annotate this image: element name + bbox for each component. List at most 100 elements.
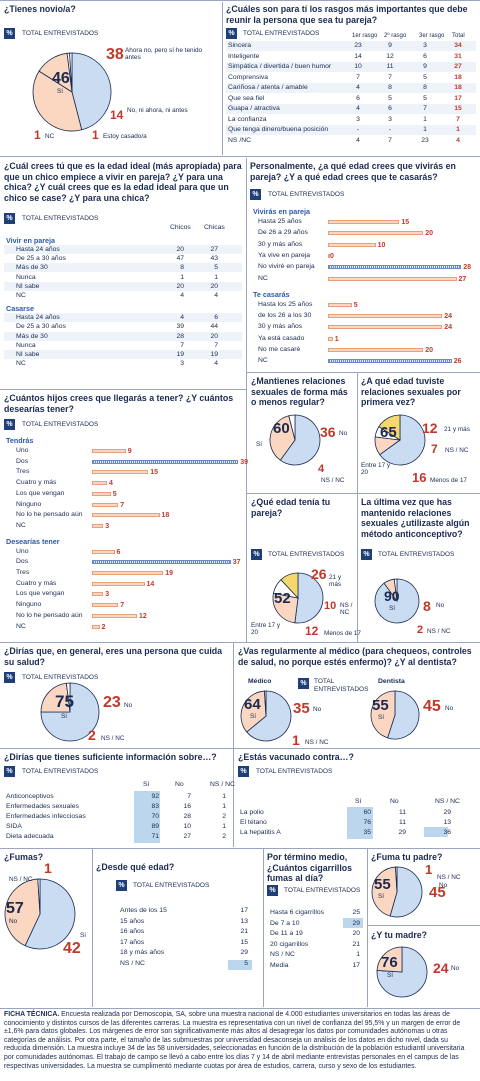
- q3-title: ¿Cuál crees tú que es la edad ideal (más…: [4, 161, 242, 203]
- q13-cell: 13: [443, 819, 451, 826]
- q3-row-bg: [4, 263, 242, 273]
- q11-dentista-pie: [370, 690, 420, 740]
- q6-title: ¿Mantienes relaciones sexuales de forma …: [251, 376, 348, 407]
- q3-row-label: De 25 a 30 años: [16, 255, 66, 263]
- q2-cell: 4: [356, 136, 360, 144]
- q5-bar: [92, 581, 145, 586]
- q2-cell: 5: [423, 73, 427, 81]
- q10-ns-value: 2: [88, 727, 96, 743]
- q4-row-label: Hasta 25 años: [258, 218, 302, 225]
- q2-row-label: Que sea fiel: [228, 94, 265, 102]
- q4-row-label: 30 y más años: [258, 323, 303, 331]
- q11-medico-slice-2: [264, 690, 267, 717]
- q3-col-chicos: Chicos: [170, 224, 191, 231]
- q6-slice-2: [288, 414, 296, 441]
- q18-title: ¿Y tu madre?: [371, 930, 428, 940]
- q12-cell: 28: [183, 813, 191, 820]
- q10-si-value: 75: [55, 692, 74, 711]
- q4-bar-value: 0: [330, 252, 334, 260]
- percent-icon: %: [116, 880, 127, 891]
- divider: [368, 925, 480, 926]
- q12-row-label: Enfermedades sexuales: [6, 803, 79, 810]
- percent-icon: %: [251, 549, 262, 560]
- q2-cell: 10: [354, 63, 362, 70]
- q17-no-value: 45: [429, 884, 446, 901]
- q7-pie: [374, 414, 426, 466]
- q17-slice-2: [395, 866, 398, 893]
- q6-ns-value: 4: [318, 463, 325, 475]
- q12-cell: 10: [183, 823, 191, 830]
- q13-row-label: El tétano: [240, 819, 267, 826]
- q3-row-bg: [4, 331, 242, 341]
- q2-cell: 9: [388, 42, 392, 49]
- q2-cell: 31: [454, 52, 462, 60]
- q4-row-label: 30 y más años: [258, 240, 303, 248]
- q2-row-label: Simpática / divertida / buen humor: [228, 63, 332, 70]
- q3-cell-chicos: 28: [176, 332, 184, 340]
- q1-pie: [32, 52, 112, 132]
- q3-row-bg: [4, 245, 242, 254]
- q2-cell: 7: [423, 105, 427, 112]
- q13-cell: 60: [363, 809, 371, 816]
- q13-col-header: NS / NC: [435, 798, 460, 805]
- q13-col-header: No: [390, 798, 399, 805]
- q6-no-value: 36: [320, 424, 336, 440]
- q4-bar: [328, 302, 352, 307]
- q4-bar: [328, 325, 443, 330]
- q16-cell: 17: [352, 961, 360, 969]
- q16-cell: 25: [352, 909, 360, 916]
- q3-cell-chicos: 47: [176, 255, 184, 263]
- q3-row-bg: [4, 313, 242, 323]
- q7-menos-label: Menos de 17: [430, 477, 467, 484]
- q16-row-label: De 7 a 10: [270, 919, 300, 927]
- q7-title: ¿A qué edad tuviste relaciones sexuales …: [361, 376, 461, 407]
- q2-cell: 27: [454, 63, 462, 70]
- q2-cell: 8: [388, 84, 392, 91]
- q4-row-label: Ya vive en pareja: [258, 251, 311, 259]
- q16-row-label: Media: [270, 961, 289, 969]
- q18-no-label: No: [451, 965, 460, 972]
- q5-bar-value: 12: [139, 612, 147, 620]
- q12-cell: 7: [187, 793, 191, 800]
- divider: [92, 849, 93, 1007]
- q5-bar: [92, 560, 231, 565]
- q8-menos-value: 12: [305, 624, 319, 638]
- q5-bar: [92, 603, 119, 608]
- q8-title: ¿Qué edad tenía tu pareja?: [251, 497, 331, 518]
- q7-entre-label: Entre 17 y 20: [361, 462, 391, 476]
- q12-title: ¿Dirías que tienes suficiente informació…: [4, 752, 217, 762]
- q5-row-label: Tres: [16, 569, 30, 576]
- q10-no-value: 23: [103, 694, 121, 711]
- q2-cell: 4: [356, 105, 360, 112]
- q4-bar-value: 26: [453, 358, 462, 366]
- q13-cell: 11: [398, 819, 406, 826]
- q2-col-header: 2º rasgo: [384, 33, 407, 39]
- q4-bar: [328, 314, 443, 319]
- q17-si-value: 55: [374, 876, 391, 893]
- q11-medico-label: Médico: [248, 678, 272, 685]
- q16-title: Por término medio, ¿Cuántos cigarrillos …: [267, 852, 353, 883]
- q4-bar-value: 28: [463, 264, 472, 272]
- divider: [0, 389, 246, 390]
- q10-si-label: Sí: [61, 713, 68, 720]
- q13-col-header: Sí: [355, 798, 362, 805]
- q4-row-label: No me casaré: [258, 346, 301, 353]
- q16-cell: 29: [352, 919, 360, 927]
- q18-pie: [376, 946, 428, 998]
- q18-slice-1: [376, 946, 403, 973]
- q1-nc-label: NC: [45, 133, 55, 140]
- divider: [0, 748, 480, 749]
- q16-row-label: De 11 a 19: [270, 930, 303, 937]
- q4-bar: [328, 231, 424, 236]
- q3-cell-chicos: 8: [180, 264, 184, 272]
- q4-bar-value: 24: [444, 313, 453, 321]
- q2-row-label: Comprensiva: [228, 73, 269, 81]
- q2-cell: 12: [386, 52, 394, 60]
- total-label: TOTAL ENTREVISTADOS: [268, 551, 345, 558]
- q4-bar: [328, 348, 424, 352]
- q2-cell: 9: [423, 63, 427, 70]
- q8-pie: [272, 572, 324, 624]
- q5-row-label: Cuatro y más: [16, 579, 57, 587]
- q6-si-value: 60: [273, 420, 290, 437]
- q13-row-label: La hepatitis A: [240, 829, 281, 836]
